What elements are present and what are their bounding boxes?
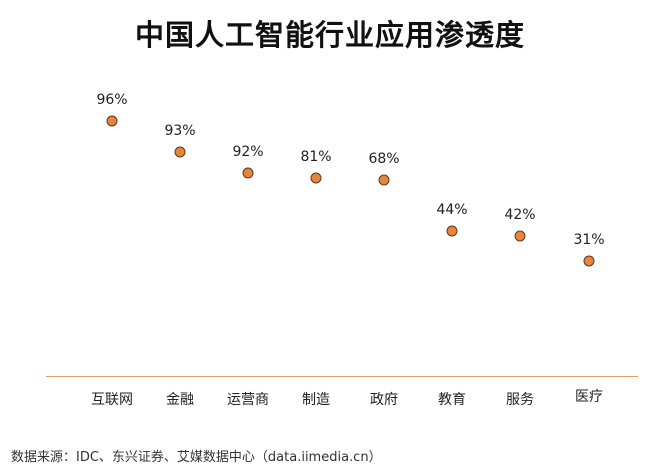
x-axis-tick-label: 政府 (370, 392, 398, 408)
x-axis-tick-label: 医疗 (575, 389, 603, 405)
data-label: 68% (368, 151, 400, 167)
data-point-marker (378, 174, 390, 186)
data-label: 92% (232, 144, 264, 160)
data-point-marker (310, 172, 322, 184)
data-point-marker (514, 230, 526, 242)
data-point-marker (583, 255, 595, 267)
x-axis-tick-label: 制造 (302, 392, 330, 408)
x-axis-tick-label: 互联网 (91, 392, 133, 408)
data-label: 42% (504, 207, 536, 223)
x-axis-tick-label: 运营商 (227, 392, 269, 408)
data-source-note: 数据来源：IDC、东兴证券、艾媒数据中心（data.iimedia.cn） (11, 450, 382, 465)
x-axis-tick-label: 教育 (438, 392, 466, 408)
x-axis-tick-label: 金融 (166, 392, 194, 408)
chart-title: 中国人工智能行业应用渗透度 (134, 18, 525, 52)
data-point-marker (106, 115, 118, 127)
data-point-marker (242, 167, 254, 179)
data-label: 96% (96, 92, 128, 108)
x-axis-line (46, 376, 638, 377)
x-axis-tick-label: 服务 (506, 392, 534, 408)
data-label: 81% (300, 149, 332, 165)
data-label: 93% (164, 123, 196, 139)
data-point-marker (446, 225, 458, 237)
data-point-marker (174, 146, 186, 158)
data-label: 31% (573, 232, 605, 248)
data-label: 44% (436, 202, 468, 218)
